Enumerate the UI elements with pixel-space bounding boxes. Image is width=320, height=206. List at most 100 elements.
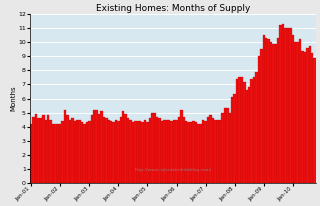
Bar — [214, 120, 217, 183]
Bar — [243, 82, 245, 183]
Bar — [226, 108, 228, 183]
Bar — [161, 121, 163, 183]
Bar — [112, 122, 115, 183]
Bar — [47, 115, 49, 183]
Bar — [54, 124, 57, 183]
Bar — [100, 111, 103, 183]
Bar — [219, 120, 221, 183]
Bar — [98, 114, 100, 183]
Bar — [105, 118, 108, 183]
Bar — [117, 121, 120, 183]
Bar — [228, 113, 231, 183]
Bar — [192, 121, 195, 183]
Bar — [202, 120, 204, 183]
Bar — [200, 124, 202, 183]
Bar — [268, 39, 270, 183]
Bar — [183, 117, 185, 183]
Bar — [129, 120, 132, 183]
Bar — [188, 122, 190, 183]
Bar — [44, 120, 47, 183]
Bar — [245, 90, 248, 183]
Bar — [132, 122, 134, 183]
Bar — [134, 121, 137, 183]
Bar — [253, 77, 255, 183]
Bar — [52, 124, 54, 183]
Bar — [238, 77, 241, 183]
Bar — [156, 117, 158, 183]
Bar — [154, 113, 156, 183]
Bar — [151, 113, 154, 183]
Bar — [287, 28, 289, 183]
Bar — [171, 121, 173, 183]
Bar — [71, 118, 74, 183]
Bar — [308, 46, 311, 183]
Bar — [301, 51, 304, 183]
Bar — [83, 124, 86, 183]
Bar — [180, 110, 183, 183]
Bar — [149, 118, 151, 183]
Bar — [262, 35, 265, 183]
Bar — [78, 120, 81, 183]
Bar — [91, 115, 93, 183]
Bar — [35, 114, 37, 183]
Bar — [64, 110, 66, 183]
Bar — [95, 110, 98, 183]
Bar — [57, 124, 59, 183]
Bar — [69, 120, 71, 183]
Bar — [204, 121, 207, 183]
Bar — [251, 79, 253, 183]
Bar — [275, 43, 277, 183]
Bar — [120, 117, 122, 183]
Bar — [166, 120, 168, 183]
Bar — [163, 120, 166, 183]
Bar — [221, 113, 224, 183]
Bar — [234, 94, 236, 183]
Bar — [313, 58, 316, 183]
Bar — [93, 110, 95, 183]
Y-axis label: Months: Months — [11, 86, 17, 111]
Bar — [185, 121, 188, 183]
Title: Existing Homes: Months of Supply: Existing Homes: Months of Supply — [96, 4, 250, 13]
Bar — [108, 120, 110, 183]
Bar — [137, 121, 139, 183]
Bar — [74, 121, 76, 183]
Bar — [294, 42, 296, 183]
Bar — [304, 52, 306, 183]
Bar — [76, 120, 78, 183]
Bar — [289, 28, 292, 183]
Bar — [190, 122, 192, 183]
Bar — [231, 97, 234, 183]
Bar — [272, 43, 275, 183]
Bar — [115, 120, 117, 183]
Bar — [284, 28, 287, 183]
Bar — [195, 122, 197, 183]
Bar — [32, 117, 35, 183]
Bar — [173, 120, 175, 183]
Bar — [88, 121, 91, 183]
Bar — [146, 122, 149, 183]
Bar — [236, 79, 238, 183]
Bar — [260, 49, 262, 183]
Bar — [282, 24, 284, 183]
Bar — [212, 118, 214, 183]
Bar — [144, 120, 146, 183]
Bar — [103, 117, 105, 183]
Bar — [30, 124, 32, 183]
Bar — [311, 53, 313, 183]
Bar — [277, 38, 279, 183]
Bar — [255, 72, 258, 183]
Bar — [279, 25, 282, 183]
Bar — [197, 124, 200, 183]
Bar — [139, 121, 141, 183]
Bar — [175, 120, 178, 183]
Text: http://www.calculatedriskblog.com/: http://www.calculatedriskblog.com/ — [134, 167, 212, 172]
Bar — [37, 118, 40, 183]
Bar — [209, 115, 212, 183]
Bar — [299, 39, 301, 183]
Bar — [217, 120, 219, 183]
Bar — [110, 121, 112, 183]
Bar — [81, 122, 83, 183]
Bar — [248, 87, 251, 183]
Bar — [66, 115, 69, 183]
Bar — [59, 124, 61, 183]
